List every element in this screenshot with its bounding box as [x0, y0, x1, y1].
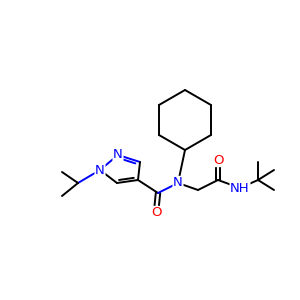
Text: N: N — [173, 176, 183, 190]
Text: N: N — [113, 148, 123, 161]
Text: O: O — [213, 154, 223, 166]
Text: O: O — [151, 206, 161, 220]
Text: NH: NH — [230, 182, 250, 194]
Text: N: N — [95, 164, 105, 176]
